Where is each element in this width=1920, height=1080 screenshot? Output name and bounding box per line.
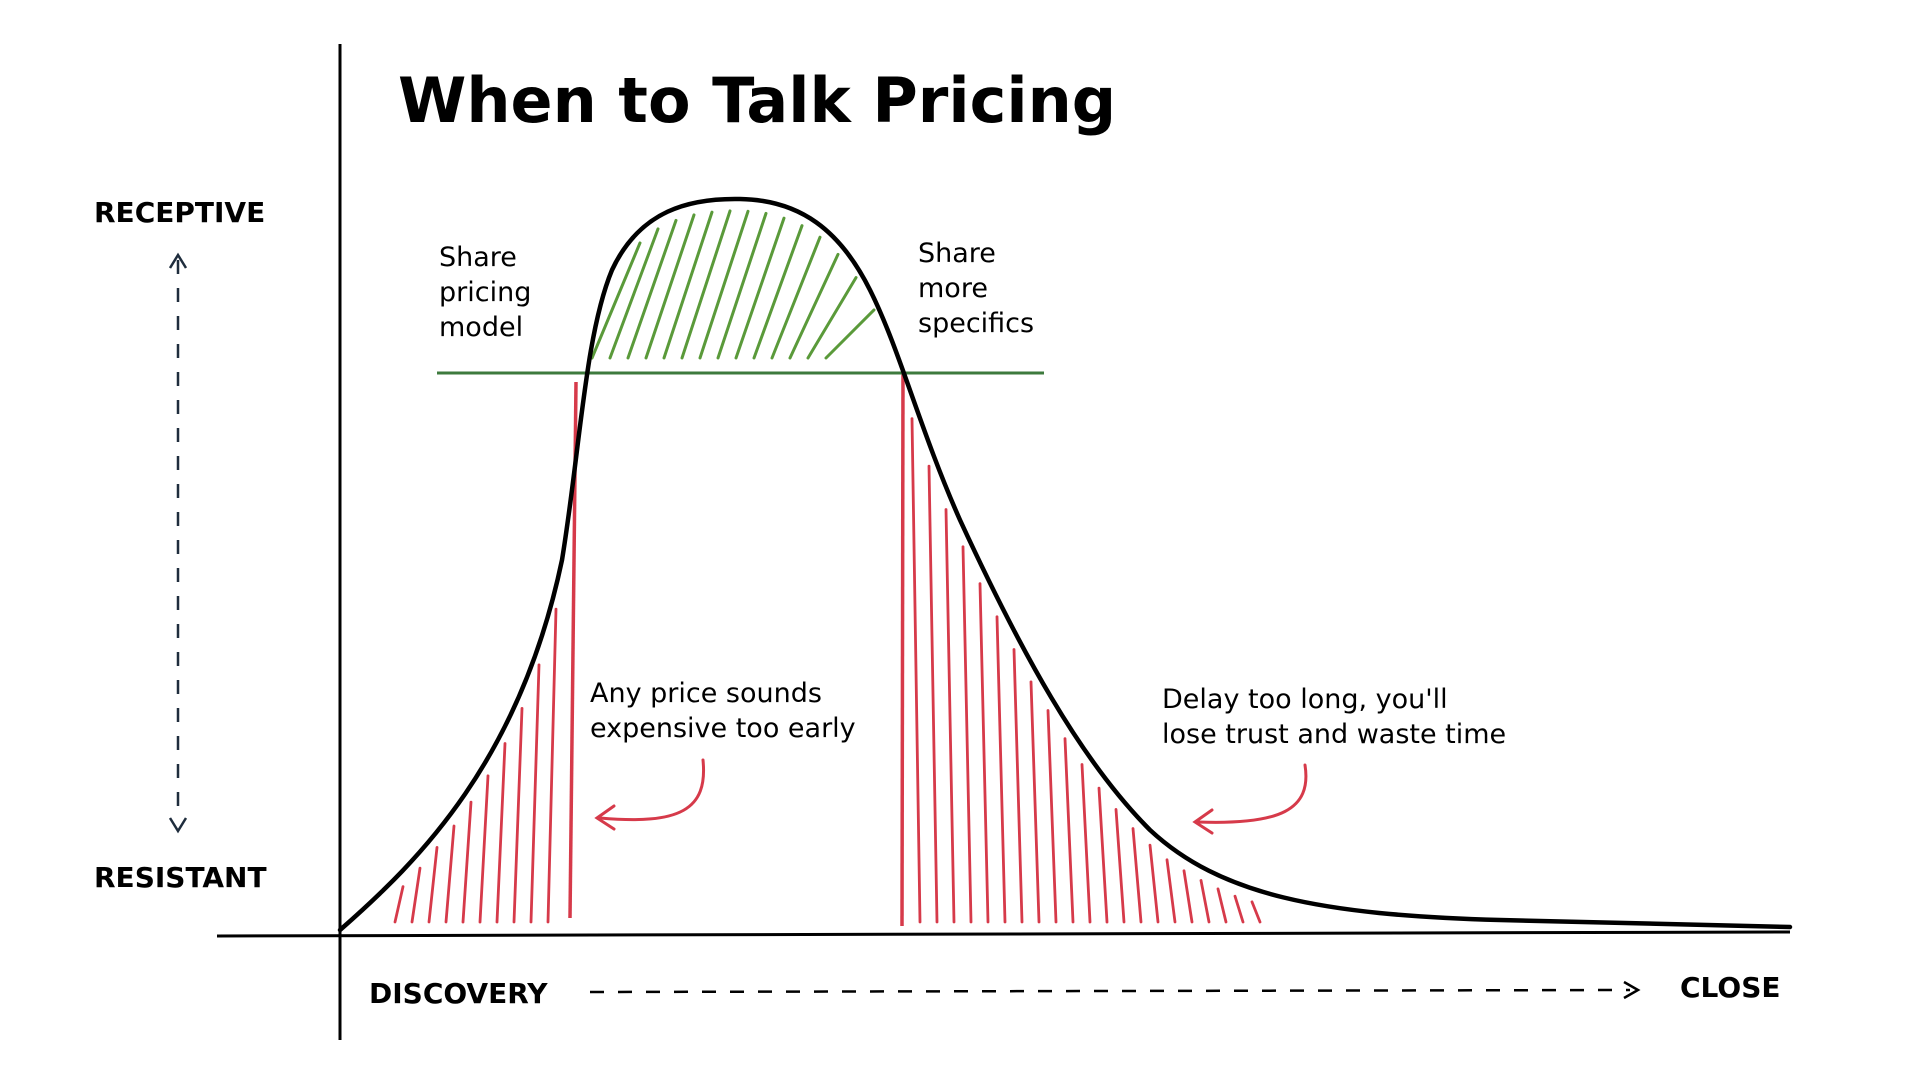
late-zone-boundary-line bbox=[900, 371, 905, 927]
receptive-zone-hatching bbox=[590, 209, 876, 360]
hatch-stroke bbox=[546, 607, 558, 924]
hatch-stroke bbox=[824, 308, 876, 360]
x-axis-dashed-arrow bbox=[589, 980, 1641, 1000]
late-resistant-zone-hatching bbox=[910, 417, 1262, 924]
note-line: Share bbox=[439, 242, 517, 273]
note-line: expensive too early bbox=[590, 713, 856, 744]
hatch-stroke bbox=[608, 227, 660, 360]
hatch-stroke bbox=[590, 241, 642, 360]
hatch-stroke bbox=[910, 417, 922, 924]
hatch-stroke bbox=[1097, 786, 1109, 924]
hatch-stroke bbox=[1216, 887, 1228, 924]
share-more-specifics-note: Share more specifics bbox=[918, 238, 1034, 339]
hatch-stroke bbox=[698, 209, 750, 360]
hatch-stroke bbox=[1012, 648, 1024, 924]
hatch-stroke bbox=[1199, 879, 1211, 924]
x-axis-right-label: CLOSE bbox=[1680, 971, 1781, 1004]
hatch-stroke bbox=[1063, 737, 1075, 924]
note-line: Delay too long, you'll bbox=[1162, 684, 1448, 715]
too-late-pointer-arrow bbox=[1192, 763, 1308, 835]
hatch-stroke bbox=[961, 545, 973, 924]
hatch-stroke bbox=[788, 252, 840, 360]
hatch-stroke bbox=[393, 885, 405, 924]
y-axis-double-arrow bbox=[168, 252, 188, 834]
hatch-stroke bbox=[752, 224, 804, 360]
hatch-stroke bbox=[734, 216, 786, 360]
receptiveness-curve bbox=[337, 196, 1793, 933]
early-resistant-zone-hatching bbox=[393, 607, 558, 924]
hatch-stroke bbox=[806, 276, 858, 360]
hatch-stroke bbox=[410, 866, 422, 924]
hatch-stroke bbox=[512, 706, 524, 924]
note-line: lose trust and waste time bbox=[1162, 719, 1506, 750]
hatch-stroke bbox=[626, 218, 678, 360]
hatch-stroke bbox=[1165, 858, 1177, 924]
x-axis-left-label: DISCOVERY bbox=[369, 977, 548, 1010]
hatch-stroke bbox=[495, 742, 507, 924]
share-pricing-model-note: Share pricing model bbox=[439, 242, 540, 343]
hatch-stroke bbox=[1148, 843, 1160, 924]
hatch-stroke bbox=[995, 615, 1007, 924]
hatch-stroke bbox=[1046, 709, 1058, 924]
hatch-stroke bbox=[461, 800, 473, 924]
note-line: model bbox=[439, 312, 523, 343]
note-line: more bbox=[918, 273, 988, 304]
hatch-stroke bbox=[1131, 827, 1143, 924]
hatch-stroke bbox=[1029, 680, 1041, 924]
hatch-stroke bbox=[1233, 894, 1245, 924]
hatch-stroke bbox=[1250, 900, 1262, 924]
hatch-stroke bbox=[644, 213, 696, 360]
hatch-stroke bbox=[427, 846, 439, 924]
too-late-note: Delay too long, you'll lose trust and wa… bbox=[1162, 684, 1506, 750]
hatch-stroke bbox=[662, 210, 714, 360]
note-line: Any price sounds bbox=[590, 678, 822, 709]
chart-title: When to Talk Pricing bbox=[398, 64, 1116, 137]
note-line: specifics bbox=[918, 308, 1034, 339]
y-axis-bottom-label: RESISTANT bbox=[94, 861, 267, 894]
hatch-stroke bbox=[770, 235, 822, 360]
too-early-pointer-arrow bbox=[594, 758, 706, 831]
y-axis-top-label: RECEPTIVE bbox=[94, 196, 265, 229]
hatch-stroke bbox=[1182, 869, 1194, 924]
note-line: pricing bbox=[439, 277, 531, 308]
hatch-stroke bbox=[1114, 808, 1126, 924]
note-line: Share bbox=[918, 238, 996, 269]
hatch-stroke bbox=[927, 464, 939, 924]
hatch-stroke bbox=[944, 508, 956, 924]
hatch-stroke bbox=[444, 824, 456, 924]
too-early-note: Any price sounds expensive too early bbox=[590, 678, 856, 744]
x-axis-line bbox=[216, 930, 1791, 938]
hatch-stroke bbox=[978, 582, 990, 924]
hatch-stroke bbox=[1080, 763, 1092, 924]
hatch-stroke bbox=[478, 774, 490, 924]
hatch-stroke bbox=[716, 211, 768, 360]
hatch-stroke bbox=[529, 663, 541, 924]
hatch-stroke bbox=[680, 209, 732, 360]
